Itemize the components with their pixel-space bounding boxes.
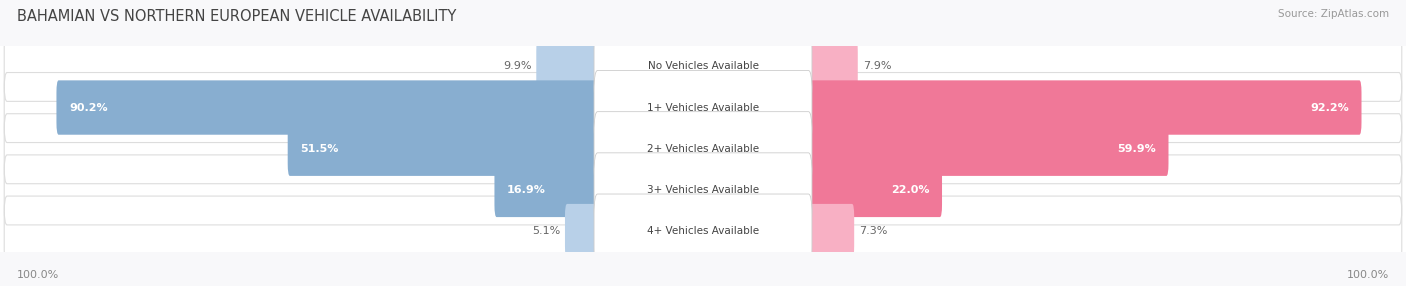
Text: 100.0%: 100.0% (17, 270, 59, 279)
Text: 1+ Vehicles Available: 1+ Vehicles Available (647, 103, 759, 112)
FancyBboxPatch shape (565, 204, 599, 258)
Text: 59.9%: 59.9% (1118, 144, 1156, 154)
FancyBboxPatch shape (0, 150, 1406, 229)
FancyBboxPatch shape (495, 163, 599, 217)
FancyBboxPatch shape (0, 68, 1406, 147)
FancyBboxPatch shape (807, 204, 855, 258)
Text: 2+ Vehicles Available: 2+ Vehicles Available (647, 144, 759, 154)
Text: 51.5%: 51.5% (301, 144, 339, 154)
FancyBboxPatch shape (536, 39, 599, 94)
FancyBboxPatch shape (288, 122, 599, 176)
Text: No Vehicles Available: No Vehicles Available (648, 61, 758, 71)
Text: 3+ Vehicles Available: 3+ Vehicles Available (647, 185, 759, 195)
Text: 90.2%: 90.2% (69, 103, 108, 112)
FancyBboxPatch shape (807, 122, 1168, 176)
FancyBboxPatch shape (807, 39, 858, 94)
Text: 16.9%: 16.9% (508, 185, 546, 195)
Text: 9.9%: 9.9% (503, 61, 531, 71)
FancyBboxPatch shape (593, 29, 813, 104)
Text: BAHAMIAN VS NORTHERN EUROPEAN VEHICLE AVAILABILITY: BAHAMIAN VS NORTHERN EUROPEAN VEHICLE AV… (17, 9, 456, 23)
FancyBboxPatch shape (0, 192, 1406, 271)
Text: 5.1%: 5.1% (531, 226, 560, 236)
FancyBboxPatch shape (0, 109, 1406, 188)
Text: Source: ZipAtlas.com: Source: ZipAtlas.com (1278, 9, 1389, 19)
Text: 92.2%: 92.2% (1310, 103, 1348, 112)
FancyBboxPatch shape (0, 27, 1406, 106)
FancyBboxPatch shape (593, 70, 813, 145)
Text: 4+ Vehicles Available: 4+ Vehicles Available (647, 226, 759, 236)
FancyBboxPatch shape (807, 163, 942, 217)
FancyBboxPatch shape (593, 194, 813, 268)
Text: 7.3%: 7.3% (859, 226, 887, 236)
Text: 100.0%: 100.0% (1347, 270, 1389, 279)
FancyBboxPatch shape (56, 80, 599, 135)
FancyBboxPatch shape (807, 80, 1361, 135)
FancyBboxPatch shape (593, 112, 813, 186)
Text: 7.9%: 7.9% (863, 61, 891, 71)
Text: 22.0%: 22.0% (891, 185, 929, 195)
FancyBboxPatch shape (593, 153, 813, 227)
